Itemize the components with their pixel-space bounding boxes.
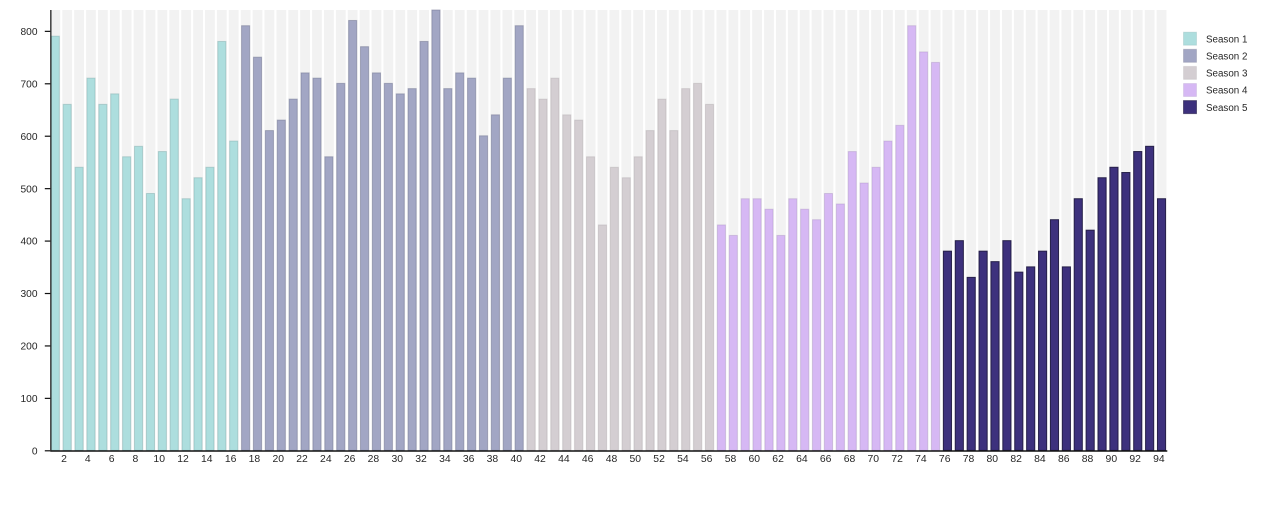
svg-text:500: 500	[21, 184, 38, 195]
svg-text:52: 52	[653, 454, 665, 465]
svg-text:86: 86	[1058, 454, 1070, 465]
svg-text:76: 76	[939, 454, 951, 465]
svg-text:600: 600	[21, 132, 38, 143]
svg-text:88: 88	[1082, 454, 1094, 465]
svg-text:24: 24	[320, 454, 332, 465]
svg-text:18: 18	[249, 454, 261, 465]
svg-text:34: 34	[439, 454, 451, 465]
svg-text:70: 70	[868, 454, 880, 465]
svg-text:4: 4	[85, 454, 91, 465]
svg-text:38: 38	[487, 454, 499, 465]
svg-text:22: 22	[296, 454, 308, 465]
svg-text:74: 74	[915, 454, 927, 465]
svg-text:36: 36	[463, 454, 475, 465]
svg-text:28: 28	[368, 454, 380, 465]
svg-text:62: 62	[772, 454, 784, 465]
svg-text:0: 0	[32, 446, 38, 457]
svg-text:14: 14	[201, 454, 213, 465]
svg-text:92: 92	[1129, 454, 1141, 465]
svg-text:10: 10	[153, 454, 165, 465]
svg-text:90: 90	[1106, 454, 1118, 465]
svg-text:80: 80	[987, 454, 999, 465]
svg-text:78: 78	[963, 454, 975, 465]
svg-text:Season 3: Season 3	[1206, 69, 1248, 80]
svg-text:16: 16	[225, 454, 237, 465]
svg-text:100: 100	[21, 394, 38, 405]
svg-text:64: 64	[796, 454, 808, 465]
svg-text:200: 200	[21, 342, 38, 353]
svg-text:72: 72	[891, 454, 903, 465]
svg-text:40: 40	[510, 454, 522, 465]
svg-text:26: 26	[344, 454, 356, 465]
svg-text:82: 82	[1010, 454, 1022, 465]
svg-text:46: 46	[582, 454, 594, 465]
svg-text:Season 4: Season 4	[1206, 86, 1248, 97]
svg-text:700: 700	[21, 79, 38, 90]
svg-text:68: 68	[844, 454, 856, 465]
svg-text:66: 66	[820, 454, 832, 465]
svg-text:30: 30	[391, 454, 403, 465]
svg-text:12: 12	[177, 454, 189, 465]
svg-text:54: 54	[677, 454, 689, 465]
svg-text:50: 50	[629, 454, 641, 465]
svg-text:58: 58	[725, 454, 737, 465]
svg-text:60: 60	[749, 454, 761, 465]
svg-text:6: 6	[109, 454, 115, 465]
svg-text:48: 48	[606, 454, 618, 465]
svg-text:32: 32	[415, 454, 427, 465]
svg-text:42: 42	[534, 454, 546, 465]
svg-text:94: 94	[1153, 454, 1165, 465]
svg-text:20: 20	[272, 454, 284, 465]
svg-text:Season 2: Season 2	[1206, 52, 1247, 63]
svg-text:56: 56	[701, 454, 713, 465]
svg-text:400: 400	[21, 237, 38, 248]
svg-text:2: 2	[61, 454, 67, 465]
svg-text:44: 44	[558, 454, 570, 465]
svg-text:Season 5: Season 5	[1206, 103, 1248, 114]
svg-text:300: 300	[21, 289, 38, 300]
svg-text:84: 84	[1034, 454, 1046, 465]
svg-text:800: 800	[21, 27, 38, 38]
svg-text:Season 1: Season 1	[1206, 34, 1247, 45]
svg-text:8: 8	[133, 454, 139, 465]
